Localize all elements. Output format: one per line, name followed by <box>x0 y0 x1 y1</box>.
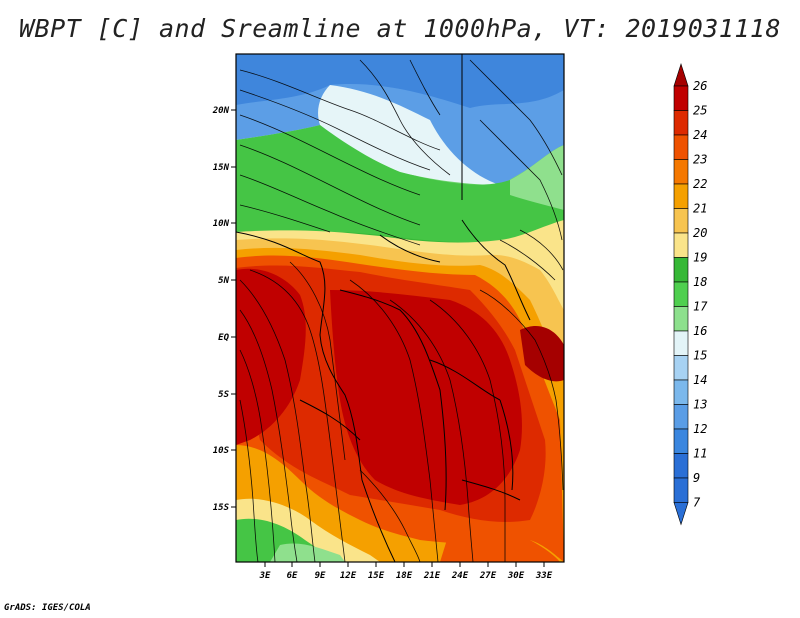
colorbar-box <box>673 453 689 479</box>
colorbar-label: 20 <box>693 226 707 240</box>
lat-label-5n: 5N <box>218 276 229 286</box>
colorbar-label: 16 <box>693 324 707 338</box>
colorbar-label: 7 <box>693 496 701 510</box>
colorbar-box <box>673 281 689 307</box>
lon-label-3e: 3E <box>259 571 271 581</box>
lat-label-5s: 5S <box>218 390 229 400</box>
colorbar-box <box>673 159 689 185</box>
colorbar: 26 25 24 23 22 21 20 19 18 17 16 15 14 13 12 11 9 7 <box>673 63 708 526</box>
colorbar-box <box>673 355 689 381</box>
colorbar-label: 15 <box>693 349 707 363</box>
colorbar-box <box>673 183 689 209</box>
colorbar-box <box>673 330 689 356</box>
lat-label-20n: 20N <box>212 106 230 116</box>
longitude-axis: 3E 6E 9E 12E 15E 18E 21E 24E 27E 30E 33E <box>259 562 553 581</box>
lon-label-9e: 9E <box>315 571 326 581</box>
colorbar-label: 21 <box>693 202 707 216</box>
colorbar-label: 17 <box>693 300 708 314</box>
colorbar-label: 12 <box>693 422 707 436</box>
colorbar-label: 25 <box>693 104 707 118</box>
lon-label-21e: 21E <box>423 571 441 581</box>
lon-label-27e: 27E <box>479 571 497 581</box>
colorbar-top-arrow <box>673 63 689 87</box>
lat-label-10n: 10N <box>213 219 230 229</box>
colorbar-box <box>673 257 689 283</box>
colorbar-label: 19 <box>693 251 707 265</box>
colorbar-label: 9 <box>693 471 700 485</box>
colorbar-box <box>673 208 689 234</box>
lon-label-6e: 6E <box>287 571 298 581</box>
lat-label-15n: 15N <box>213 163 230 173</box>
lon-label-33e: 33E <box>535 571 553 581</box>
map-title: WBPT [C] and Sreamline at 1000hPa, VT: 2… <box>18 14 781 43</box>
colorbar-label: 23 <box>693 153 707 167</box>
colorbar-label: 18 <box>693 275 707 289</box>
colorbar-box <box>673 379 689 405</box>
colorbar-box <box>673 306 689 332</box>
colorbar-box <box>673 85 689 111</box>
temperature-field <box>236 54 564 562</box>
colorbar-label: 11 <box>693 447 707 461</box>
lon-label-24e: 24E <box>451 571 469 581</box>
lat-label-10s: 10S <box>213 446 230 456</box>
lat-label-15s: 15S <box>213 503 230 513</box>
colorbar-label: 13 <box>693 398 707 412</box>
credit-label: GrADS: IGES/COLA <box>4 603 91 613</box>
colorbar-bottom-arrow <box>673 502 689 526</box>
colorbar-box <box>673 428 689 454</box>
lon-label-30e: 30E <box>507 571 525 581</box>
map-frame <box>235 53 565 563</box>
colorbar-box <box>673 134 689 160</box>
colorbar-box <box>673 110 689 136</box>
lon-label-18e: 18E <box>396 571 413 581</box>
colorbar-label: 22 <box>693 177 707 191</box>
lat-label-eq: EQ <box>218 333 229 343</box>
colorbar-label: 24 <box>693 128 707 142</box>
lon-label-12e: 12E <box>340 571 357 581</box>
colorbar-box <box>673 232 689 258</box>
colorbar-label: 14 <box>693 373 707 387</box>
latitude-axis: 20N 15N 10N 5N EQ 5S 10S 15S <box>212 106 236 513</box>
colorbar-box <box>673 404 689 430</box>
colorbar-label: 26 <box>693 79 707 93</box>
colorbar-box <box>673 477 689 503</box>
lon-label-15e: 15E <box>368 571 385 581</box>
